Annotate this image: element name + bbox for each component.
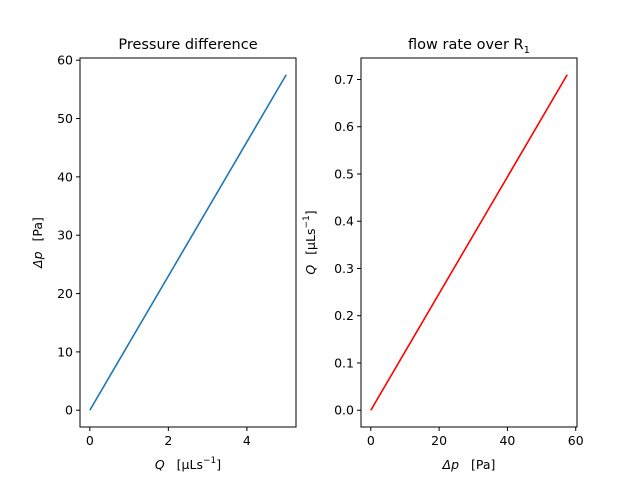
y-tick-label: 0.5 [334, 166, 354, 181]
x-tick-label: 0 [367, 433, 375, 448]
x-tick-label: 0 [86, 433, 94, 448]
series-line [89, 74, 287, 411]
y-tick-label: 10 [57, 344, 73, 359]
y-tick-label: 0.1 [334, 355, 354, 370]
y-tick-label: 0.4 [334, 214, 354, 229]
y-tick-label: 0.2 [334, 308, 354, 323]
y-tick-label: 30 [57, 228, 73, 243]
x-tick-label: 2 [164, 433, 172, 448]
chart-title: Pressure difference [118, 37, 257, 53]
right-axes-flow-rate: 0 20 40 60 0.0 0.1 0.2 0.3 0.4 0.5 0.6 0.7 flow rate… [302, 37, 584, 472]
x-tick-label: 20 [431, 433, 447, 448]
series-line [370, 74, 568, 411]
y-tick-label: 0.7 [334, 72, 354, 87]
y-tick-label: 0.3 [334, 261, 354, 276]
x-tick-label: 40 [499, 433, 515, 448]
x-axis-label: Q [µLs−1] [155, 456, 221, 472]
chart-title: flow rate over R1 [408, 37, 530, 56]
plot-frame [360, 57, 578, 428]
y-tick-label: 40 [57, 169, 73, 184]
y-tick-label: 0.6 [334, 119, 354, 134]
y-tick-label: 0 [65, 403, 73, 418]
y-axis-label: Q[µLs−1] [302, 210, 318, 274]
y-axis-label: Δp[Pa] [30, 217, 45, 269]
plot-frame [79, 57, 297, 428]
y-tick-label: 60 [57, 53, 73, 68]
y-tick-label: 50 [57, 111, 73, 126]
x-tick-label: 60 [568, 433, 584, 448]
x-tick-label: 4 [243, 433, 251, 448]
y-tick-label: 20 [57, 286, 73, 301]
y-tick-label: 0.0 [334, 403, 354, 418]
x-axis-label: Δp [Pa] [442, 457, 496, 472]
